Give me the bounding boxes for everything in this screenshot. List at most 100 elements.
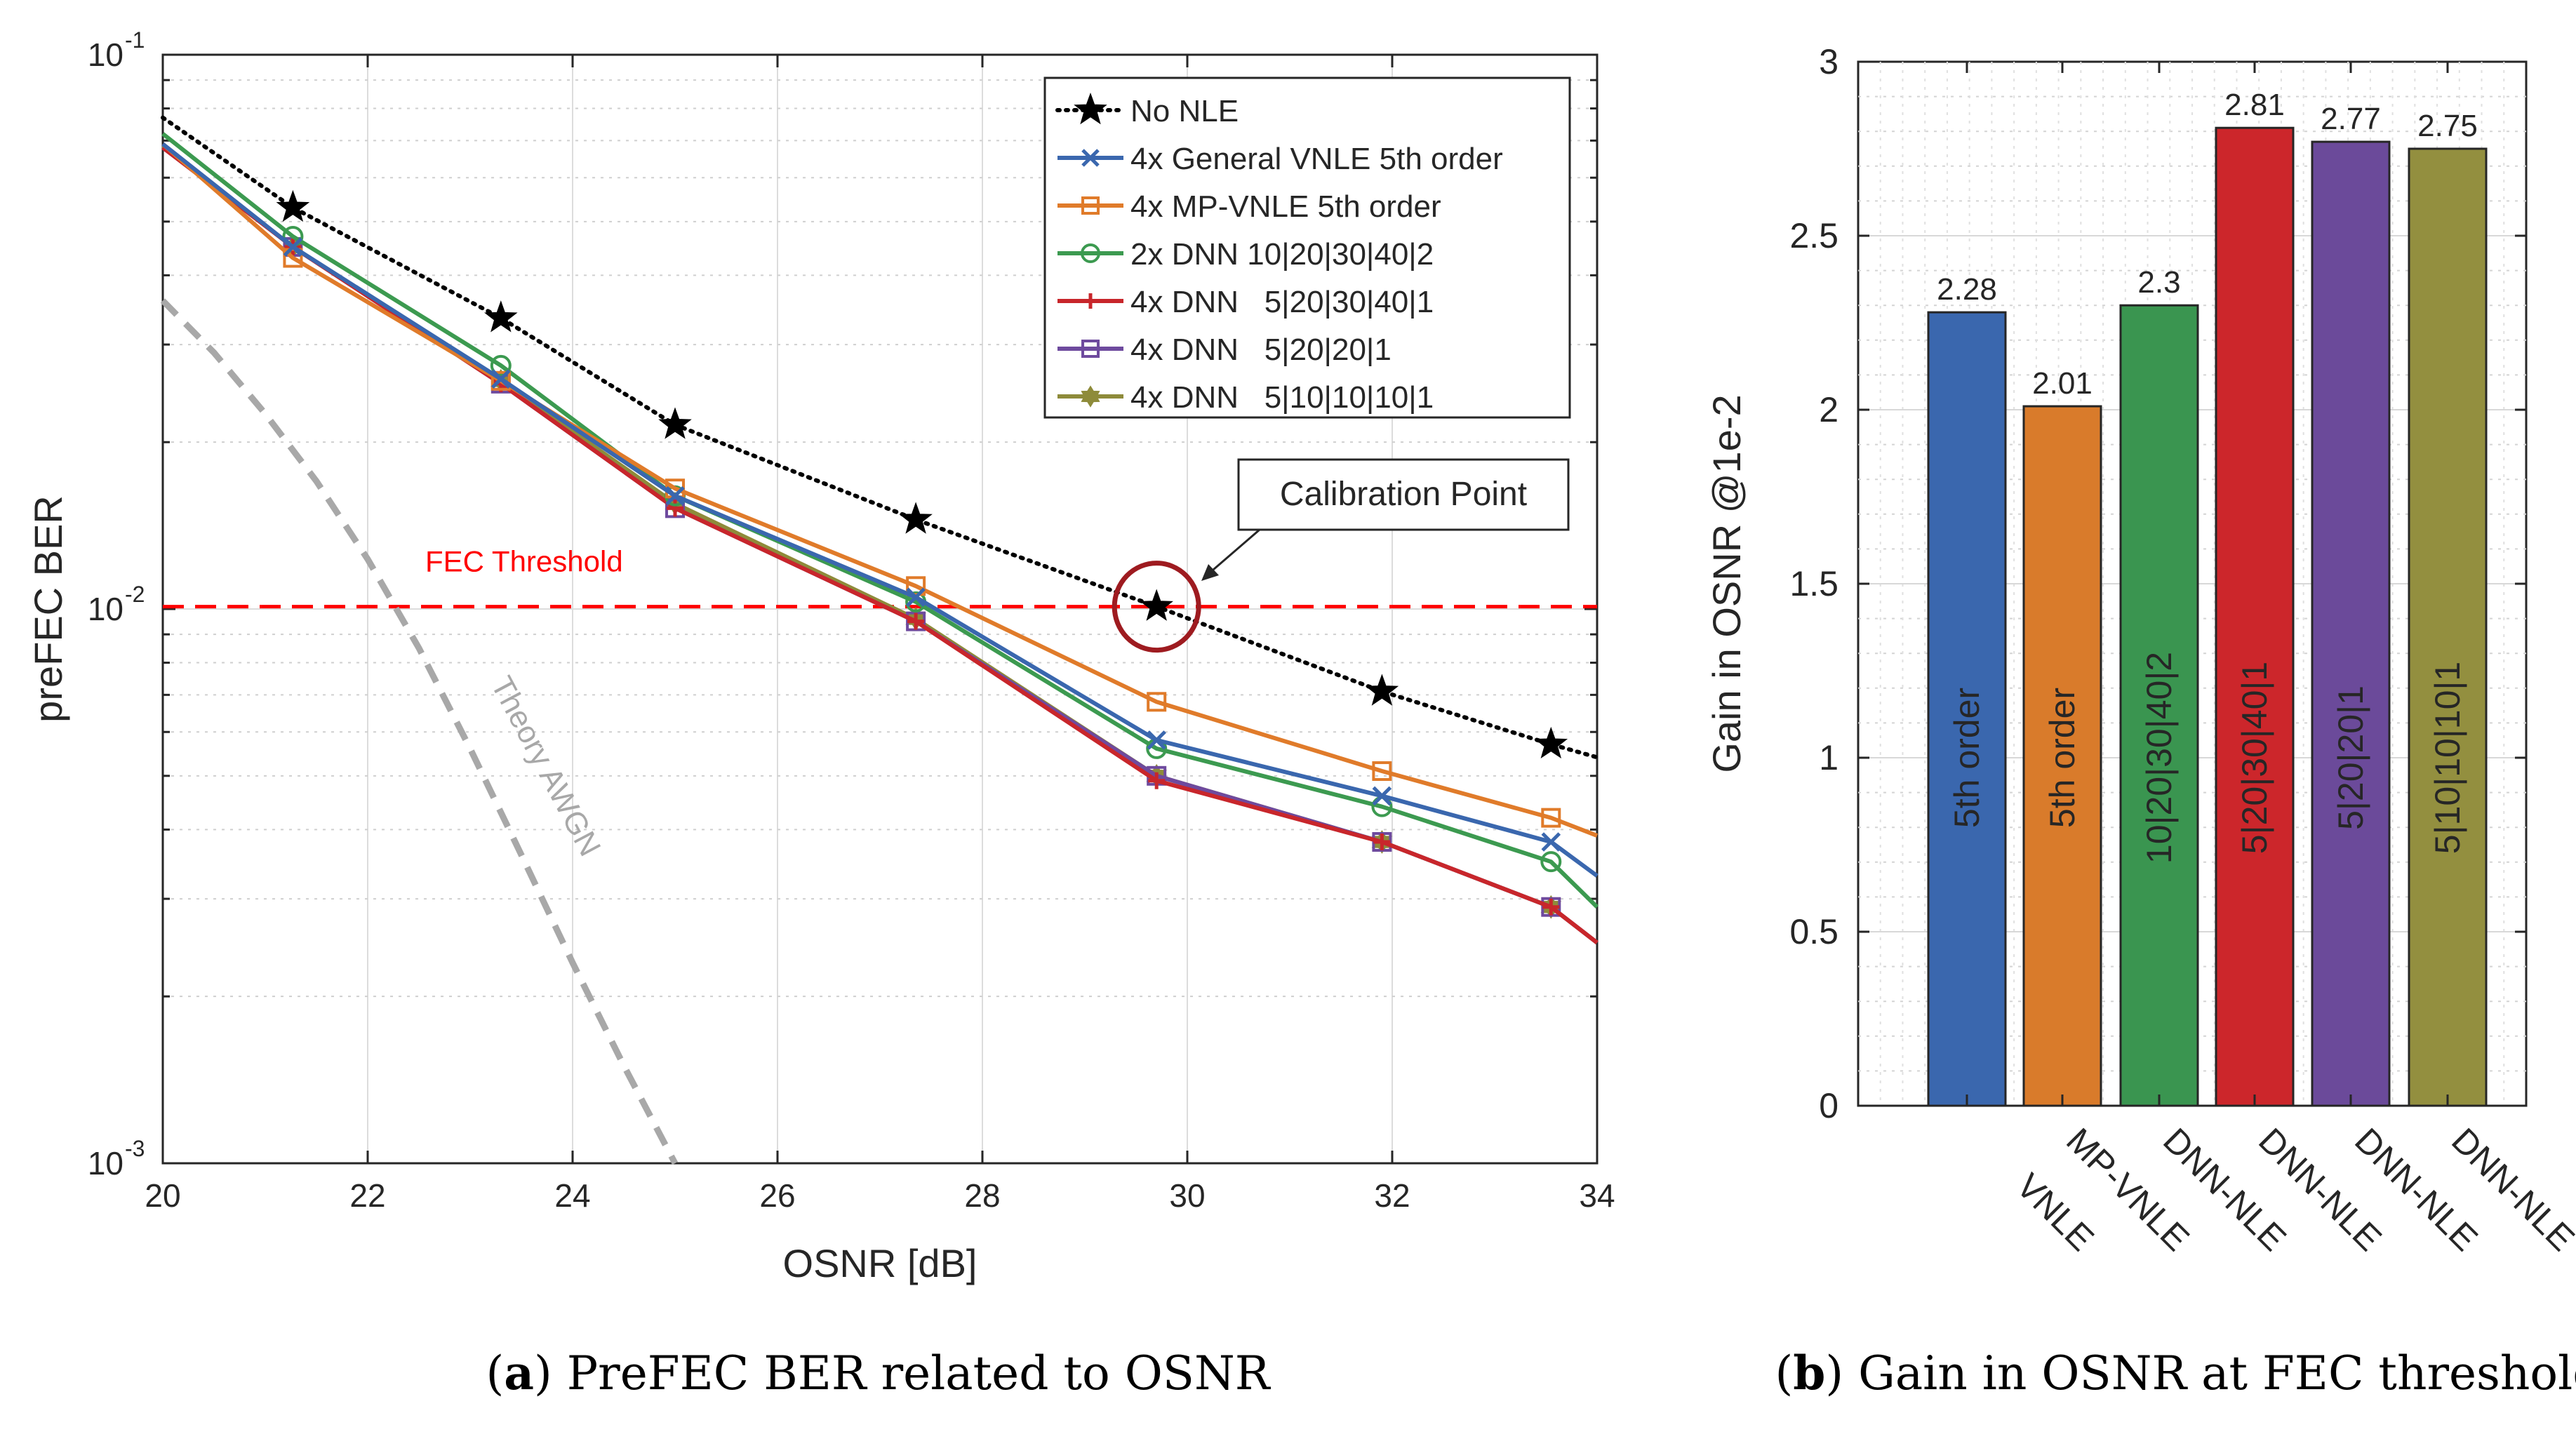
caption-b: (b) Gain in OSNR at FEC threshold: [1775, 1346, 2576, 1400]
legend-item: No NLE: [1055, 92, 1239, 128]
series-line: [161, 132, 1599, 909]
square-marker: [1147, 692, 1167, 712]
bar-inner-label: 5|20|30|40|1: [2235, 662, 2274, 854]
x-tick-label: 22: [349, 1177, 385, 1214]
bar-inner-label: 5|10|10|10|1: [2428, 662, 2467, 854]
y-tick-labels-b: 0 0.5 1 1.5 2 2.5 3: [1789, 42, 2526, 1125]
square-marker: [1081, 196, 1100, 215]
y-tick-label-base: 10: [88, 36, 124, 73]
x-marker: [665, 486, 685, 506]
theory-awgn-line: [160, 298, 678, 1165]
y-tick-label-exponent: -2: [125, 582, 145, 607]
x-tick-label: 26: [759, 1177, 795, 1214]
legend-item: 4x DNN 5|20|20|1: [1057, 333, 1392, 367]
x-tick-label: 34: [1579, 1177, 1615, 1214]
legend-label: 4x General VNLE 5th order: [1130, 142, 1503, 176]
bar-group: 2.28 5th order: [1927, 272, 2007, 1107]
square-marker: [490, 370, 511, 391]
circle-marker: [1081, 243, 1100, 263]
fec-threshold-label: FEC Threshold: [425, 545, 623, 578]
square-marker: [906, 576, 926, 596]
plus-marker: [1148, 772, 1166, 789]
series-line: [161, 115, 1599, 760]
square-marker: [1541, 808, 1561, 828]
bar: [2119, 304, 2199, 1107]
star-marker: [276, 189, 310, 222]
star-marker: [1534, 726, 1568, 759]
plus-marker: [1083, 293, 1098, 309]
x-marker: [283, 237, 303, 257]
legend-item: 2x DNN 10|20|30|40|2: [1057, 237, 1434, 272]
x-marker: [1147, 730, 1166, 750]
y-tick-label: 0.5: [1789, 912, 1838, 951]
circle-marker: [1540, 851, 1562, 873]
bar: [1927, 311, 2007, 1107]
y-tick-label-exponent: -3: [125, 1136, 145, 1161]
star-marker: [1074, 92, 1107, 125]
panel-b-bar-chart: 2.28 5th order 2.01 5th order 2.3 10|20|30|40…: [1704, 42, 2576, 1400]
x-tick-label: 24: [554, 1177, 590, 1214]
x-axis-label-a: OSNR [dB]: [783, 1241, 977, 1285]
bar-inner-label: 5th order: [2043, 688, 2082, 828]
bar-group: 2.01 5th order: [2022, 366, 2102, 1107]
legend-label: 2x DNN 10|20|30|40|2: [1130, 237, 1434, 272]
x-tick-label: 32: [1374, 1177, 1410, 1214]
series-1: [161, 142, 1599, 878]
caption-b-letter: b: [1793, 1346, 1825, 1400]
bar-value-label: 2.01: [2032, 366, 2093, 401]
caption-b-text: Gain in OSNR at FEC threshold: [1858, 1346, 2576, 1400]
square-marker: [283, 248, 303, 268]
y-tick-label-exponent: -1: [125, 27, 145, 53]
bar: [2311, 140, 2391, 1107]
x-tick-label: 20: [145, 1177, 180, 1214]
y-tick-label: 1: [1819, 738, 1838, 777]
calibration-arrow-head: [1201, 564, 1219, 581]
bar-value-label: 2.77: [2321, 102, 2381, 136]
legend-box: [1043, 76, 1571, 419]
series-group-a: [161, 115, 1599, 944]
star-marker: [899, 502, 933, 534]
bar-value-label: 2.3: [2137, 265, 2180, 300]
bar: [2215, 126, 2295, 1107]
x-marker: [491, 369, 511, 389]
legend-label: 4x DNN 5|20|20|1: [1130, 333, 1392, 367]
star-marker: [1365, 674, 1399, 706]
bar-group: 2.75 5|10|10|10|1: [2408, 109, 2488, 1107]
bar-value-label: 2.81: [2224, 88, 2285, 122]
legend-a: No NLE 4x General VNLE 5th order 4x MP-VNL…: [1043, 76, 1571, 419]
plus-marker: [1373, 833, 1391, 850]
bar-inner-label: 5th order: [1947, 688, 1987, 828]
y-axis-label-a: preFEC BER: [26, 495, 70, 723]
y-tick-label: 3: [1819, 42, 1838, 81]
bar-group: 2.81 5|20|30|40|1: [2215, 88, 2295, 1107]
square-marker: [1372, 761, 1392, 782]
calibration-annotation: Calibration Point: [1112, 458, 1570, 653]
caption-a-letter: a: [504, 1346, 534, 1400]
bar-group: 2.77 5|20|20|1: [2311, 102, 2391, 1107]
bar-inner-label: 10|20|30|40|2: [2140, 652, 2179, 864]
bar: [2408, 147, 2488, 1107]
calibration-arrow-line: [1208, 528, 1260, 575]
bar-value-label: 2.28: [1937, 272, 1997, 307]
series-2: [161, 142, 1599, 838]
x-marker: [1372, 786, 1392, 806]
grid-a: [163, 55, 1597, 1163]
y-tick-label-base: 10: [88, 1145, 124, 1182]
bars-b: 2.28 5th order 2.01 5th order 2.3 10|20|30|40…: [1927, 88, 2488, 1107]
legend-label: 4x DNN 5|10|10|10|1: [1130, 380, 1434, 415]
plus-marker: [907, 613, 925, 630]
caption-a: (a) PreFEC BER related to OSNR: [486, 1346, 1272, 1400]
plus-marker: [1542, 898, 1560, 916]
panel-a-line-chart: 20 22 24 26 28 30 32 34 10-110-210-3 FEC Thresh…: [26, 27, 1615, 1400]
ticks-a: [161, 55, 1599, 1165]
bar-value-label: 2.75: [2417, 109, 2478, 143]
x-category-label: VNLE: [2009, 1166, 2102, 1259]
y-tick-label: 2: [1819, 390, 1838, 429]
calibration-circle: [1112, 561, 1201, 653]
calibration-box: [1237, 458, 1570, 531]
y-tick-label: 2.5: [1789, 216, 1838, 255]
series-line: [161, 142, 1599, 838]
star-marker: [1140, 589, 1173, 621]
bar-group: 2.3 10|20|30|40|2: [2119, 265, 2199, 1107]
calibration-label: Calibration Point: [1280, 476, 1527, 513]
